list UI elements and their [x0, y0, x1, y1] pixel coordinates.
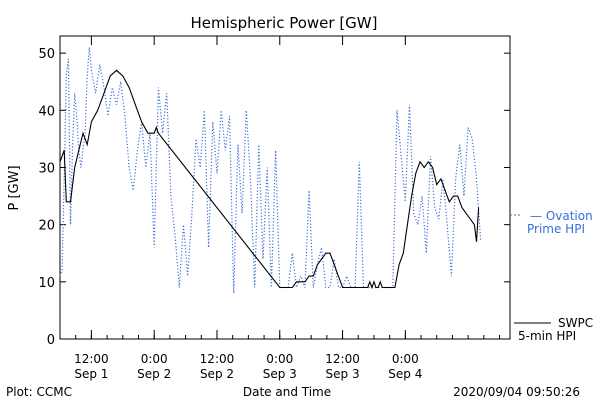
footer-timestamp: 2020/09/04 09:50:26: [453, 385, 580, 399]
x-tick-label-date: Sep 1: [74, 367, 108, 381]
x-tick-label-time: 12:00: [200, 352, 235, 366]
x-tick-label-date: Sep 2: [137, 367, 171, 381]
x-tick-label-date: Sep 2: [200, 367, 234, 381]
x-axis-label: Date and Time: [243, 385, 331, 399]
x-tick-label-time: 0:00: [141, 352, 168, 366]
x-tick-label-date: Sep 3: [263, 367, 297, 381]
y-axis: 0 10 20 30 40 50: [38, 47, 510, 348]
x-tick-label-time: 12:00: [325, 352, 360, 366]
x-tick-label-time: 0:00: [266, 352, 293, 366]
y-tick-label: 0: [47, 333, 55, 348]
x-tick-label-date: Sep 3: [326, 367, 360, 381]
y-tick-label: 40: [38, 104, 55, 119]
legend-ovation-line1: — Ovation: [530, 209, 593, 223]
chart-title: Hemispheric Power [GW]: [191, 14, 378, 32]
y-tick-label: 50: [38, 47, 55, 62]
legend-swpc-line1: SWPC: [558, 316, 593, 330]
series-layer: [59, 47, 482, 294]
y-tick-label: 20: [38, 219, 55, 234]
plot-frame: [59, 35, 511, 340]
x-tick-label-time: 12:00: [74, 352, 109, 366]
y-tick-label: 30: [38, 161, 55, 176]
legend-swpc-line2: 5-min HPI: [518, 329, 576, 343]
ovation-prime-series-line: [59, 47, 482, 294]
y-tick-label: 10: [38, 276, 55, 291]
swpc-series-line: [59, 69, 480, 290]
footer-plot-credit: Plot: CCMC: [6, 385, 72, 399]
y-axis-label: P [GW]: [7, 165, 22, 210]
legend-ovation-line2: Prime HPI: [527, 222, 585, 236]
x-tick-label-time: 0:00: [392, 352, 419, 366]
x-tick-label-date: Sep 4: [388, 367, 422, 381]
